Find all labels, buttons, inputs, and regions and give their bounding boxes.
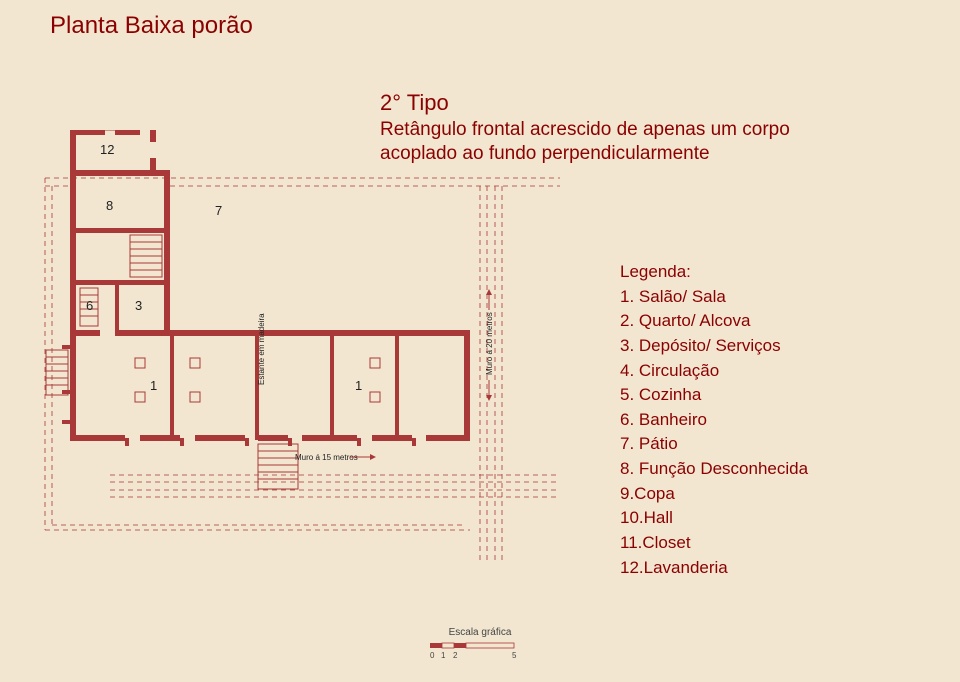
legend-item: 2. Quarto/ Alcova (620, 309, 808, 334)
legend-item: 1. Salão/ Sala (620, 285, 808, 310)
legend-item: 4. Circulação (620, 359, 808, 384)
legend-item: 12.Lavanderia (620, 556, 808, 581)
scale-bar-icon: 0 1 2 5 (430, 641, 530, 661)
page-title: Planta Baixa porão (50, 12, 253, 40)
legend-item: 3. Depósito/ Serviços (620, 334, 808, 359)
svg-text:2: 2 (453, 651, 458, 660)
svg-text:1: 1 (441, 651, 446, 660)
legend-item: 7. Pátio (620, 432, 808, 457)
legend-item: 5. Cozinha (620, 383, 808, 408)
stairs-upper (130, 235, 162, 277)
type-heading: 2° Tipo (380, 90, 800, 116)
svg-text:0: 0 (430, 651, 435, 660)
floorplan-diagram: 12 8 7 6 3 1 1 Estante em madeira Muro á… (40, 130, 580, 560)
room-label-1b: 1 (355, 378, 362, 393)
svg-text:5: 5 (512, 651, 517, 660)
legend-item: 11.Closet (620, 531, 808, 556)
legend-item: 10.Hall (620, 506, 808, 531)
annotation-muro20: Muro á 20 metros (485, 312, 494, 375)
room-label-7: 7 (215, 203, 222, 218)
room-label-3: 3 (135, 298, 142, 313)
room-label-1a: 1 (150, 378, 157, 393)
legend-title: Legenda: (620, 260, 808, 285)
room-label-6: 6 (86, 298, 93, 313)
annotation-estante: Estante em madeira (257, 313, 266, 385)
lot-lines (45, 178, 560, 560)
room-label-12: 12 (100, 142, 114, 157)
stairs-left (46, 350, 68, 395)
legend-item: 9.Copa (620, 482, 808, 507)
annotation-muro15: Muro á 15 metros (295, 453, 358, 462)
scale-label: Escala gráfica (430, 627, 530, 638)
legend: Legenda: 1. Salão/ Sala 2. Quarto/ Alcov… (620, 260, 808, 580)
room-label-8: 8 (106, 198, 113, 213)
legend-item: 8. Função Desconhecida (620, 457, 808, 482)
legend-item: 6. Banheiro (620, 408, 808, 433)
scale-block: Escala gráfica 0 1 2 5 (430, 627, 530, 664)
